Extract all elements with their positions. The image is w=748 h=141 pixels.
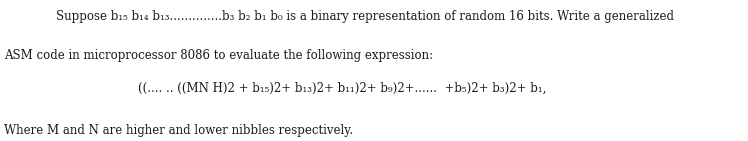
Text: ((.... .. ((MN H)2 + b₁₅)2+ b₁₃)2+ b₁₁)2+ b₉)2+......  +b₅)2+ b₃)2+ b₁,: ((.... .. ((MN H)2 + b₁₅)2+ b₁₃)2+ b₁₁)2… bbox=[138, 82, 547, 95]
Text: Suppose b₁₅ b₁₄ b₁₃..............b₃ b₂ b₁ b₀ is a binary representation of rando: Suppose b₁₅ b₁₄ b₁₃..............b₃ b₂ b… bbox=[56, 10, 674, 23]
Text: ASM code in microprocessor 8086 to evaluate the following expression:: ASM code in microprocessor 8086 to evalu… bbox=[4, 49, 433, 62]
Text: Where M and N are higher and lower nibbles respectively.: Where M and N are higher and lower nibbl… bbox=[4, 124, 353, 137]
